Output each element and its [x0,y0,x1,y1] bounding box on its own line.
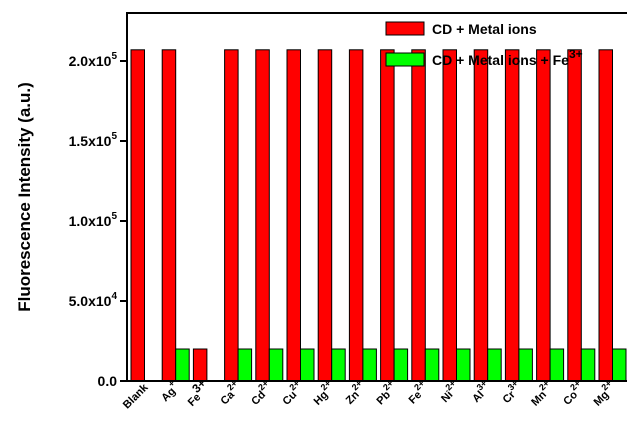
legend-swatch-green [385,52,425,67]
legend-label-series-2: CD + Metal ions + Fe3+ [432,47,583,68]
y-tick-exp-4: 5 [111,51,117,62]
bar-series-1-cr-12 [504,49,520,382]
x-tick-label-hg-6: Hg2+ [308,378,338,408]
bar-series-1-mg-15 [598,49,613,382]
bar-series-2-ca-3 [237,348,253,382]
bar-series-2-mg-15 [612,348,627,382]
legend-label-series-2-base: CD + Metal ions + Fe [432,52,569,68]
x-tick-base-3: Ca [219,388,238,407]
x-tick-label-mg-15: Mg2+ [588,378,619,409]
bar-series-1-cu-5 [286,49,301,382]
x-tick-label-cr-12: Cr3+ [497,378,525,406]
x-tick-label-blank-0: Blank [121,381,151,411]
x-tick-label-cd-4: Cd2+ [246,378,276,408]
x-tick-base-10: Ni [439,389,455,405]
x-tick-base-14: Co [561,389,580,408]
y-tick-label-0: 0.0 [98,373,118,389]
bar-series-1-fe-9 [411,49,426,382]
x-tick-label-mn-13: Mn2+ [526,378,557,409]
bar-series-1-ag-1 [161,49,177,382]
bar-series-1-ca-3 [224,49,239,382]
x-tick-base-9: Fe [407,389,425,407]
bar-series-1-cd-4 [255,49,270,382]
legend-swatch-red [385,21,425,36]
bar-series-2-co-14 [580,348,596,382]
bar-series-2-hg-6 [331,348,346,382]
legend-label-series-2-sup: 3+ [569,47,583,61]
x-tick-base-4: Cd [249,389,268,408]
y-tick-mantissa-3: 1.5x10 [69,133,112,149]
bar-series-1-blank-0 [130,49,145,382]
y-tick-exp-3: 5 [111,131,117,142]
x-tick-label-ca-3: Ca2+ [215,378,244,407]
x-tick-base-15: Mg [592,389,612,409]
bar-series-1-mn-13 [536,49,551,382]
bar-series-1-al-11 [473,49,489,382]
x-tick-base-7: Zn [344,389,362,407]
x-tick-sup-1: + [166,378,177,389]
bar-series-2-al-11 [487,348,502,382]
y-tick-label-2: 1.0x105 [69,211,118,229]
bar-series-2-ag-1 [175,348,190,382]
x-tick-label-al-11: Al3+ [467,378,494,405]
bar-series-1-zn-7 [348,49,364,382]
bar-series-2-mn-13 [549,348,565,382]
x-tick-base-0: Blank [121,381,151,411]
y-tick-label-3: 1.5x105 [69,131,118,149]
bar-series-2-fe-9 [424,348,440,382]
x-tick-base-1: Ag [159,385,178,404]
x-tick-label-ni-10: Ni2+ [436,378,463,405]
x-tick-label-cu-5: Cu2+ [277,378,307,408]
x-tick-base-2: Fe [186,391,204,409]
bar-series-1-pb-8 [380,49,395,382]
y-tick-mantissa-0: 0.0 [98,373,118,389]
x-tick-label-pb-8: Pb2+ [371,378,400,407]
bar-series-2-ni-10 [456,348,471,382]
bars [130,49,627,382]
x-tick-base-11: Al [470,389,486,405]
legend-label-series-1: CD + Metal ions [432,21,537,37]
x-tick-label-zn-7: Zn2+ [340,378,369,407]
legend: CD + Metal ions CD + Metal ions + Fe3+ [385,21,583,68]
y-tick-mantissa-2: 1.0x10 [69,213,112,229]
x-tick-base-5: Cu [281,389,300,408]
x-tick-base-8: Pb [375,389,394,408]
bar-series-2-cu-5 [300,348,315,382]
bar-series-2-cd-4 [268,348,284,382]
bar-series-1-hg-6 [317,49,333,382]
bar-series-1-co-14 [567,49,582,382]
y-tick-label-1: 5.0x104 [69,291,118,309]
bar-series-1-fe-2 [192,348,208,382]
axes [126,12,627,382]
x-tick-base-12: Cr [501,388,519,406]
bar-series-2-pb-8 [393,348,409,382]
bar-series-1-ni-10 [442,49,457,382]
y-tick-exp-2: 5 [111,211,117,222]
bar-series-2-zn-7 [362,348,377,382]
x-tick-label-fe-9: Fe2+ [403,378,431,406]
x-tick-label-co-14: Co2+ [558,378,588,408]
y-tick-label-4: 2.0x105 [69,51,118,69]
y-tick-exp-1: 4 [111,291,117,302]
y-tick-mantissa-1: 5.0x10 [69,293,112,309]
x-tick-label-ag-1: Ag+ [156,378,182,404]
y-tick-mantissa-4: 2.0x10 [69,53,112,69]
x-tick-base-13: Mn [529,389,549,409]
y-axis-label: Fluorescence Intensity (a.u.) [15,82,34,312]
bar-series-2-cr-12 [518,348,533,382]
x-tick-base-6: Hg [312,389,331,408]
